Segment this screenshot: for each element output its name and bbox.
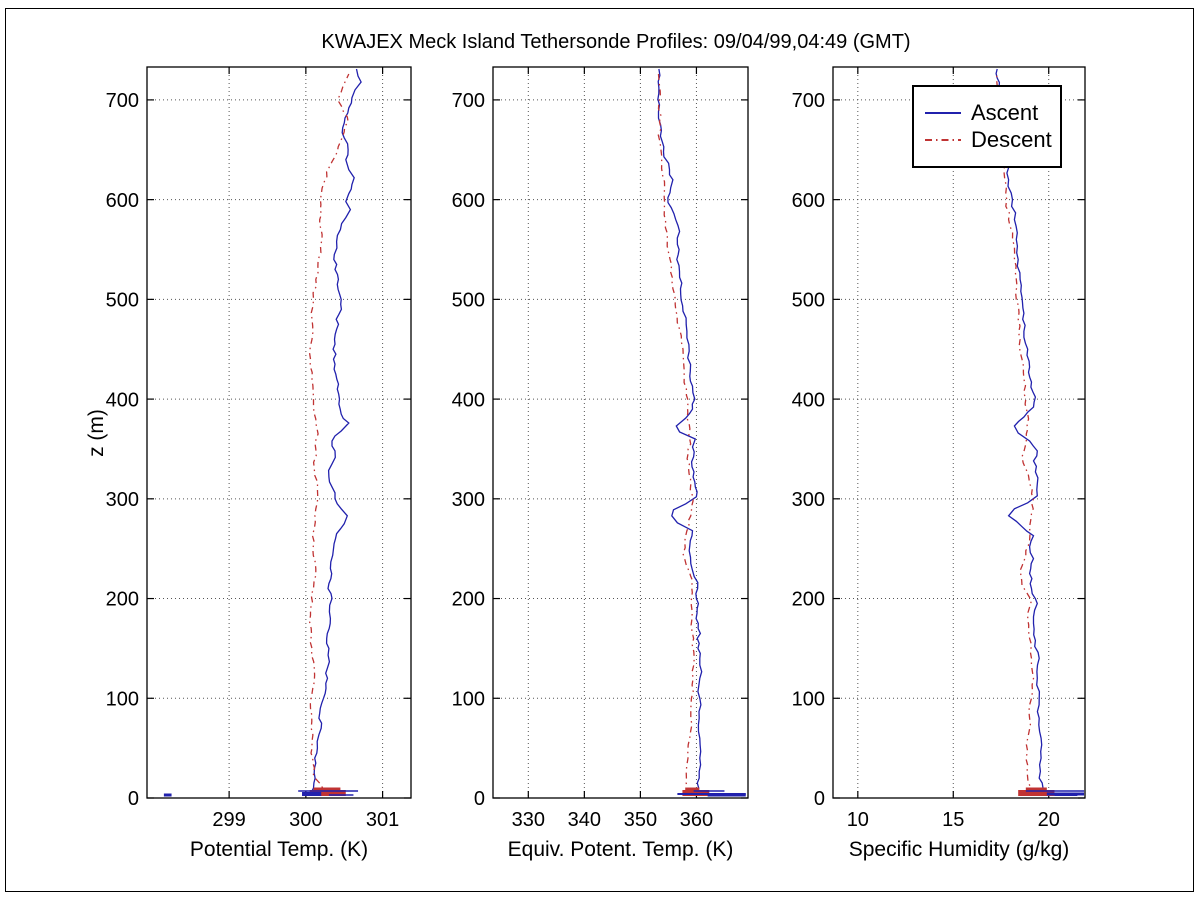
gridlines <box>493 67 748 798</box>
descent-line-sample <box>925 139 961 142</box>
plot-area <box>147 67 411 798</box>
descent-line <box>657 71 695 795</box>
x-tick-label: 350 <box>624 809 657 831</box>
axes-box <box>832 66 1086 799</box>
y-tick-label: 700 <box>106 90 139 112</box>
y-tick-label: 0 <box>814 788 825 810</box>
y-tick-label: 100 <box>452 688 485 710</box>
x-tick-label: 301 <box>366 809 399 831</box>
legend-label-descent: Descent <box>971 127 1052 152</box>
y-tick-label: 500 <box>792 290 825 312</box>
ascent-line <box>995 68 1048 796</box>
y-tick-label: 0 <box>474 788 485 810</box>
y-tick-label: 100 <box>792 688 825 710</box>
y-tick-label: 100 <box>106 688 139 710</box>
ascent-line-sample <box>925 111 961 114</box>
y-tick-label: 600 <box>792 190 825 212</box>
legend-entry-descent: Descent <box>924 127 1060 152</box>
legend-entry-ascent: Ascent <box>924 99 1060 125</box>
y-tick-label: 200 <box>452 589 485 611</box>
legend: Ascent Descent <box>912 85 1062 168</box>
axes-box <box>146 66 412 799</box>
y-tick-label: 200 <box>106 589 139 611</box>
plot-area <box>833 67 1085 798</box>
y-tick-label: 700 <box>792 90 825 112</box>
plot-area <box>493 67 748 798</box>
y-tick-label: 700 <box>452 90 485 112</box>
y-tick-label: 0 <box>128 788 139 810</box>
y-tick-label: 300 <box>106 489 139 511</box>
descent-line <box>308 73 350 795</box>
y-tick-label: 500 <box>106 290 139 312</box>
y-axis-label: z (m) <box>85 409 108 457</box>
tick-labels: 330 340 350 360 0 100 200 300 400 500 600 700 <box>452 90 714 831</box>
figure-border <box>5 8 1194 892</box>
y-tick-label: 400 <box>452 389 485 411</box>
x-tick-label: 340 <box>568 809 601 831</box>
tick-labels: 299 300 301 0 100 200 300 400 500 600 700 <box>106 90 400 831</box>
y-tick-label: 300 <box>792 489 825 511</box>
y-tick-label: 600 <box>452 190 485 212</box>
x-axis-label-potential-temp: Potential Temp. (K) <box>189 838 369 861</box>
y-tick-label: 600 <box>106 190 139 212</box>
descent-line <box>995 71 1036 795</box>
figure-title: KWAJEX Meck Island Tethersonde Profiles:… <box>321 31 911 53</box>
subplot-1: 330 340 350 360 0 100 200 300 400 500 600 700 <box>452 66 749 831</box>
x-axis-label-specific-humidity: Specific Humidity (g/kg) <box>848 838 1070 861</box>
ascent-line <box>657 68 703 796</box>
gridlines <box>147 67 411 798</box>
x-axis-label-equiv-potent-temp: Equiv. Potent. Temp. (K) <box>507 838 734 861</box>
x-tick-label: 15 <box>942 809 964 831</box>
x-tick-label: 10 <box>847 809 869 831</box>
x-tick-label: 360 <box>680 809 713 831</box>
y-tick-label: 400 <box>792 389 825 411</box>
y-tick-label: 400 <box>106 389 139 411</box>
legend-label-ascent: Ascent <box>971 99 1039 125</box>
y-tick-label: 500 <box>452 290 485 312</box>
y-tick-label: 300 <box>452 489 485 511</box>
y-tick-label: 200 <box>792 589 825 611</box>
x-tick-label: 300 <box>289 809 322 831</box>
subplot-0: 299 300 301 0 100 200 300 400 500 600 700 <box>106 66 412 831</box>
x-tick-label: 20 <box>1038 809 1060 831</box>
ascent-line <box>309 68 362 796</box>
axes-box <box>492 66 749 799</box>
x-tick-label: 299 <box>212 809 245 831</box>
x-tick-label: 330 <box>512 809 545 831</box>
